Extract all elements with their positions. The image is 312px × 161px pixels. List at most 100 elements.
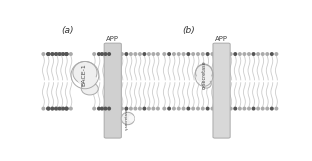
Ellipse shape — [102, 107, 106, 111]
Ellipse shape — [142, 52, 146, 56]
Ellipse shape — [242, 52, 246, 56]
Ellipse shape — [261, 52, 265, 56]
Ellipse shape — [238, 107, 242, 111]
Ellipse shape — [46, 52, 50, 56]
Ellipse shape — [151, 52, 155, 56]
Ellipse shape — [167, 107, 171, 111]
Ellipse shape — [60, 52, 64, 56]
Ellipse shape — [47, 107, 51, 111]
Ellipse shape — [233, 52, 237, 56]
Ellipse shape — [120, 52, 124, 56]
Ellipse shape — [196, 52, 200, 56]
Text: (a): (a) — [62, 25, 74, 34]
Text: (b): (b) — [183, 25, 195, 34]
Ellipse shape — [60, 107, 64, 111]
Ellipse shape — [186, 52, 190, 56]
Ellipse shape — [129, 107, 133, 111]
Ellipse shape — [64, 107, 68, 111]
Ellipse shape — [233, 107, 237, 111]
Ellipse shape — [147, 107, 151, 111]
Ellipse shape — [247, 107, 251, 111]
Ellipse shape — [121, 112, 134, 125]
Ellipse shape — [92, 107, 96, 111]
Ellipse shape — [47, 52, 51, 56]
Ellipse shape — [206, 107, 210, 111]
Ellipse shape — [196, 73, 212, 83]
Ellipse shape — [65, 107, 69, 111]
Ellipse shape — [201, 107, 205, 111]
FancyBboxPatch shape — [104, 43, 121, 138]
Ellipse shape — [172, 107, 176, 111]
Ellipse shape — [177, 107, 181, 111]
Ellipse shape — [69, 107, 73, 111]
Ellipse shape — [134, 107, 137, 111]
Ellipse shape — [61, 107, 65, 111]
Text: α-secretase: α-secretase — [202, 61, 207, 89]
Ellipse shape — [167, 52, 171, 56]
FancyBboxPatch shape — [213, 43, 230, 138]
Ellipse shape — [65, 52, 69, 56]
Ellipse shape — [69, 52, 73, 56]
Ellipse shape — [191, 52, 195, 56]
Ellipse shape — [55, 107, 59, 111]
Ellipse shape — [46, 107, 50, 111]
Ellipse shape — [201, 52, 205, 56]
Ellipse shape — [54, 52, 58, 56]
Ellipse shape — [104, 107, 108, 111]
Ellipse shape — [270, 52, 274, 56]
Ellipse shape — [55, 52, 59, 56]
Ellipse shape — [270, 107, 274, 111]
Ellipse shape — [138, 107, 142, 111]
Ellipse shape — [57, 52, 61, 56]
Ellipse shape — [177, 52, 181, 56]
Ellipse shape — [97, 52, 101, 56]
Ellipse shape — [172, 52, 176, 56]
Ellipse shape — [51, 107, 55, 111]
Ellipse shape — [229, 107, 233, 111]
Ellipse shape — [124, 52, 128, 56]
Ellipse shape — [102, 52, 106, 56]
Ellipse shape — [81, 83, 98, 95]
Ellipse shape — [50, 52, 54, 56]
Ellipse shape — [41, 52, 46, 56]
Ellipse shape — [242, 107, 246, 111]
Ellipse shape — [147, 52, 151, 56]
Ellipse shape — [261, 107, 265, 111]
Ellipse shape — [73, 62, 97, 84]
Ellipse shape — [54, 107, 58, 111]
Ellipse shape — [104, 52, 108, 56]
Ellipse shape — [265, 107, 269, 111]
Ellipse shape — [61, 52, 65, 56]
Ellipse shape — [97, 107, 101, 111]
Ellipse shape — [64, 52, 68, 56]
Ellipse shape — [57, 107, 61, 111]
Ellipse shape — [134, 52, 137, 56]
Ellipse shape — [100, 107, 104, 111]
Ellipse shape — [162, 52, 166, 56]
Ellipse shape — [229, 52, 233, 56]
Ellipse shape — [191, 107, 195, 111]
Ellipse shape — [142, 107, 146, 111]
Text: APP: APP — [106, 36, 119, 42]
Ellipse shape — [92, 52, 96, 56]
Ellipse shape — [124, 107, 128, 111]
Text: γ-secretase: γ-secretase — [125, 107, 129, 130]
Ellipse shape — [186, 107, 190, 111]
Ellipse shape — [120, 107, 124, 111]
Ellipse shape — [196, 107, 200, 111]
Ellipse shape — [265, 52, 269, 56]
Ellipse shape — [210, 107, 214, 111]
Ellipse shape — [256, 107, 260, 111]
Ellipse shape — [247, 52, 251, 56]
Ellipse shape — [107, 52, 111, 56]
Ellipse shape — [156, 107, 160, 111]
Ellipse shape — [107, 107, 111, 111]
Ellipse shape — [182, 107, 186, 111]
Ellipse shape — [129, 52, 133, 56]
Ellipse shape — [51, 52, 55, 56]
Ellipse shape — [100, 52, 104, 56]
Ellipse shape — [78, 74, 97, 86]
Ellipse shape — [151, 107, 155, 111]
Ellipse shape — [129, 115, 134, 122]
Text: BACE-1: BACE-1 — [81, 64, 86, 86]
